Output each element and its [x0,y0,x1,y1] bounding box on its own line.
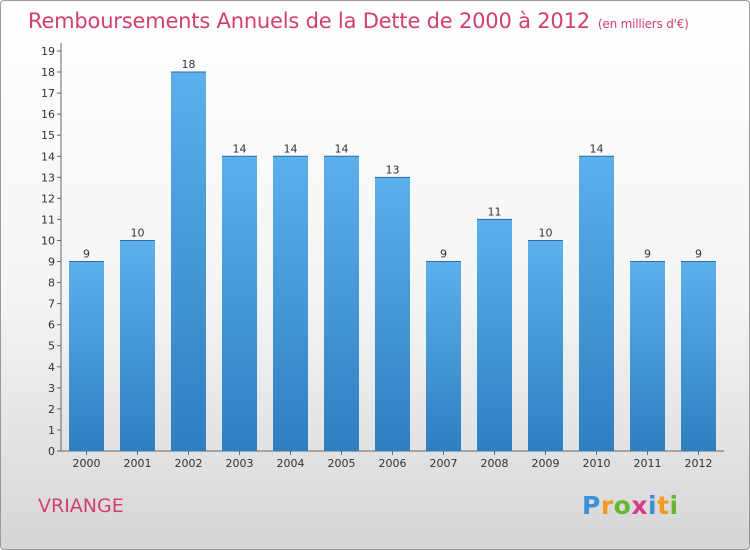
x-tick-label: 2004 [277,457,305,470]
y-tick-label: 6 [48,319,55,332]
y-tick-label: 1 [48,424,55,437]
bar-value-label: 14 [284,142,298,155]
bar-value-label: 14 [335,142,349,155]
y-tick-label: 14 [41,150,55,163]
x-tick-label: 2011 [634,457,662,470]
bar [222,156,257,451]
y-tick-label: 4 [48,361,55,374]
y-tick-label: 8 [48,277,55,290]
bar [426,261,461,451]
logo-letter: i [648,491,658,520]
x-tick-label: 2001 [124,457,152,470]
bar [579,156,614,451]
y-tick-label: 0 [48,445,55,458]
x-tick-label: 2000 [73,457,101,470]
bar [120,240,155,451]
x-tick-label: 2012 [685,457,713,470]
x-tick-label: 2009 [532,457,560,470]
y-tick-label: 16 [41,108,55,121]
x-tick-label: 2007 [430,457,458,470]
bar-value-label: 10 [131,226,145,239]
y-tick-label: 9 [48,256,55,269]
logo-letter: P [582,491,601,520]
bar-value-label: 10 [539,226,553,239]
y-tick-label: 15 [41,129,55,142]
bar-value-label: 9 [695,248,702,261]
commune-name: VRIANGE [38,495,124,517]
y-tick-label: 19 [41,45,55,58]
logo-letter: x [631,491,648,520]
x-tick-label: 2006 [379,457,407,470]
logo-letter: t [657,491,670,520]
bar [171,72,206,451]
logo-letter: i [669,491,679,520]
y-tick-label: 11 [41,213,55,226]
logo-letter: o [613,491,632,520]
x-tick-label: 2010 [583,457,611,470]
bar [69,261,104,451]
bar-value-label: 9 [644,248,651,261]
y-tick-label: 17 [41,87,55,100]
bar-value-label: 11 [488,205,502,218]
logo-letter: r [600,491,614,520]
bar [375,177,410,451]
bar [528,240,563,451]
bar-value-label: 13 [386,163,400,176]
bar-value-label: 14 [233,142,247,155]
bar [324,156,359,451]
y-tick-label: 2 [48,403,55,416]
bar-value-label: 18 [182,58,196,71]
chart-title-unit: (en milliers d'€) [597,17,689,31]
proxiti-logo[interactable]: Proxiti [582,491,679,520]
y-tick-label: 10 [41,234,55,247]
bar [681,261,716,451]
y-tick-label: 7 [48,298,55,311]
y-tick-label: 5 [48,340,55,353]
bar-value-label: 9 [440,248,447,261]
bar-value-label: 9 [83,248,90,261]
chart-title: Remboursements Annuels de la Dette de 20… [28,9,689,33]
y-tick-label: 18 [41,66,55,79]
bar [477,219,512,451]
y-tick-label: 13 [41,171,55,184]
bar-value-label: 14 [590,142,604,155]
x-tick-label: 2005 [328,457,356,470]
bar [273,156,308,451]
x-tick-label: 2002 [175,457,203,470]
bar [630,261,665,451]
chart-title-main: Remboursements Annuels de la Dette de 20… [28,9,590,33]
y-tick-label: 3 [48,382,55,395]
x-tick-label: 2008 [481,457,509,470]
x-tick-label: 2003 [226,457,254,470]
y-tick-label: 12 [41,192,55,205]
